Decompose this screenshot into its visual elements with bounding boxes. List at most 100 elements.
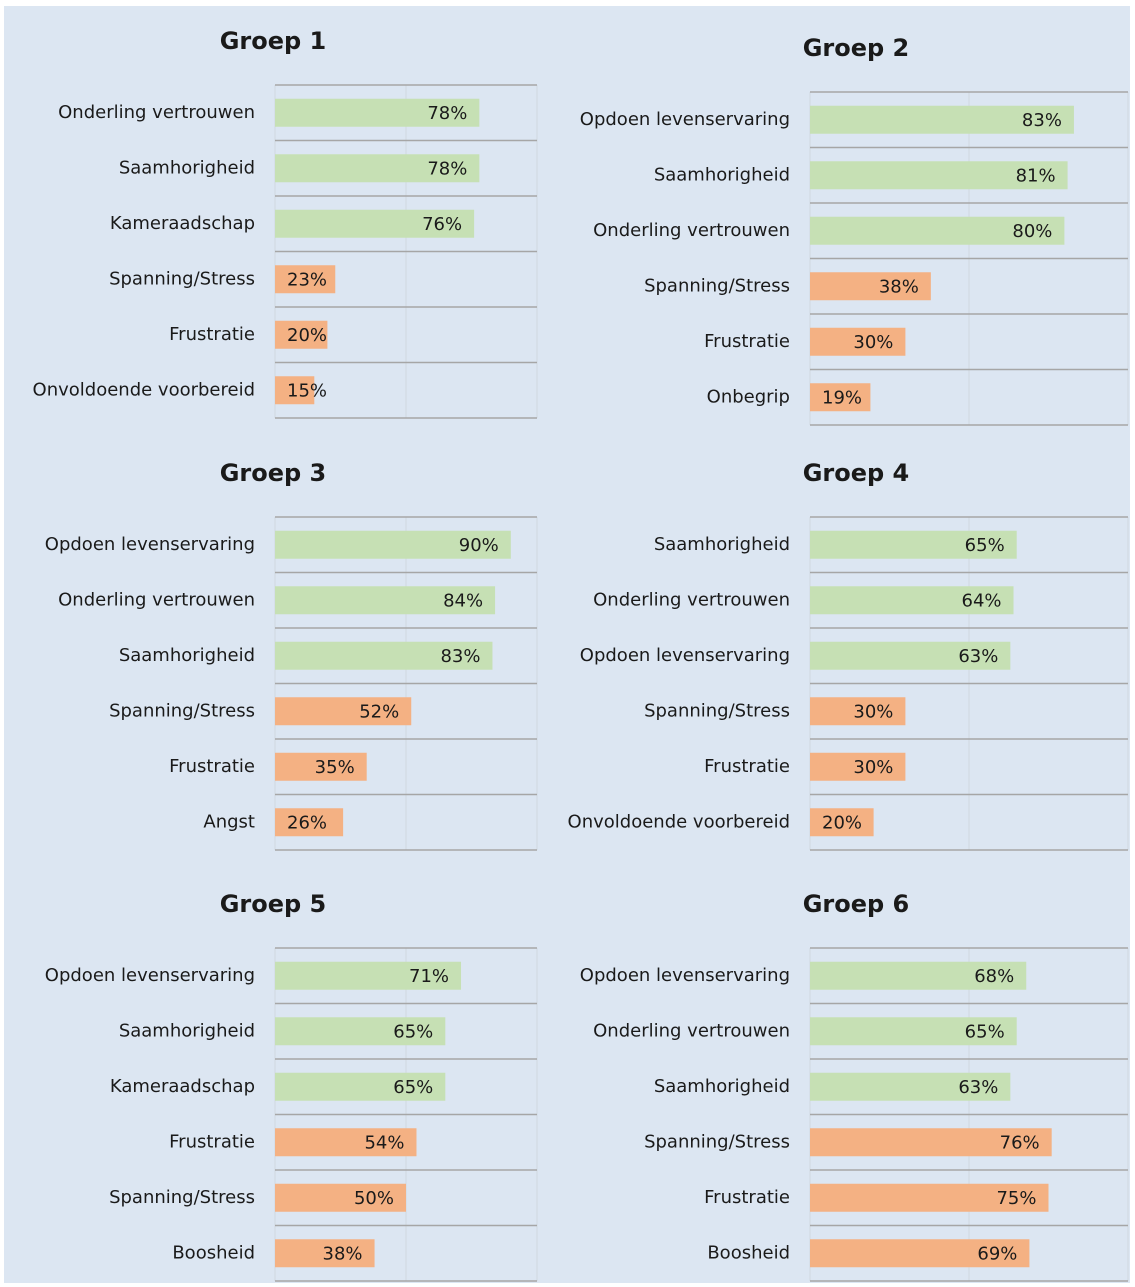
- bar: [275, 586, 496, 615]
- value-label: 20%: [822, 812, 862, 833]
- category-label: Frustratie: [704, 756, 790, 777]
- category-label: Boosheid: [172, 1242, 255, 1263]
- category-label: Spanning/Stress: [644, 700, 790, 721]
- category-label: Spanning/Stress: [109, 700, 255, 721]
- value-label: 54%: [364, 1132, 404, 1153]
- bar: [810, 641, 1011, 670]
- category-label: Angst: [203, 811, 255, 832]
- category-label: Saamhorigheid: [119, 645, 255, 666]
- chart-title: Groep 5: [220, 890, 327, 918]
- bar: [810, 105, 1074, 134]
- value-label: 78%: [427, 158, 467, 179]
- value-label: 76%: [422, 214, 462, 235]
- value-label: 26%: [287, 812, 327, 833]
- value-label: 90%: [459, 535, 499, 556]
- category-label: Kameraadschap: [110, 213, 255, 234]
- bar: [810, 327, 906, 356]
- category-label: Onderling vertrouwen: [58, 102, 255, 123]
- bar: [810, 1017, 1017, 1046]
- value-label: 38%: [879, 276, 919, 297]
- bar: [810, 216, 1065, 245]
- category-label: Onbegrip: [707, 386, 790, 407]
- bar: [275, 1183, 406, 1212]
- bar: [810, 808, 874, 837]
- category-label: Kameraadschap: [110, 1076, 255, 1097]
- category-label: Onvoldoende voorbereid: [33, 379, 255, 400]
- bar: [275, 265, 336, 294]
- bar: [275, 808, 344, 837]
- bar: [810, 586, 1014, 615]
- bar: [810, 272, 931, 301]
- bar: [810, 697, 906, 726]
- value-label: 78%: [427, 103, 467, 124]
- category-label: Frustratie: [704, 1187, 790, 1208]
- category-label: Frustratie: [169, 756, 255, 777]
- value-label: 15%: [287, 380, 327, 401]
- value-label: 35%: [315, 757, 355, 778]
- value-label: 75%: [996, 1188, 1036, 1209]
- value-label: 20%: [287, 325, 327, 346]
- category-label: Opdoen levenservaring: [580, 109, 790, 130]
- bar: [810, 161, 1068, 190]
- bar: [810, 1183, 1049, 1212]
- chart-title: Groep 2: [803, 34, 910, 62]
- category-label: Saamhorigheid: [654, 1076, 790, 1097]
- category-label: Onvoldoende voorbereid: [568, 811, 790, 832]
- bar: [275, 641, 493, 670]
- category-label: Spanning/Stress: [644, 275, 790, 296]
- bar: [810, 1128, 1052, 1157]
- category-label: Frustratie: [169, 324, 255, 345]
- category-label: Saamhorigheid: [119, 1020, 255, 1041]
- value-label: 30%: [853, 332, 893, 353]
- category-label: Frustratie: [169, 1131, 255, 1152]
- value-label: 65%: [393, 1021, 433, 1042]
- value-label: 19%: [822, 387, 862, 408]
- bar: [275, 752, 367, 781]
- value-label: 84%: [443, 590, 483, 611]
- value-label: 80%: [1012, 221, 1052, 242]
- value-label: 38%: [323, 1243, 363, 1264]
- category-label: Saamhorigheid: [654, 164, 790, 185]
- category-label: Opdoen levenservaring: [45, 965, 255, 986]
- bar: [275, 376, 315, 405]
- bar: [810, 752, 906, 781]
- value-label: 83%: [1022, 110, 1062, 131]
- value-label: 63%: [958, 646, 998, 667]
- bar: [275, 697, 412, 726]
- category-label: Saamhorigheid: [119, 157, 255, 178]
- chart-title: Groep 6: [803, 890, 910, 918]
- category-label: Onderling vertrouwen: [593, 589, 790, 610]
- bar: [275, 209, 475, 238]
- bar: [275, 1239, 375, 1268]
- value-label: 69%: [977, 1243, 1017, 1264]
- bar: [275, 320, 328, 349]
- bar: [275, 98, 480, 127]
- value-label: 76%: [1000, 1132, 1040, 1153]
- category-label: Opdoen levenservaring: [580, 645, 790, 666]
- bar: [275, 1072, 446, 1101]
- bar: [810, 961, 1027, 990]
- value-label: 30%: [853, 701, 893, 722]
- category-label: Saamhorigheid: [654, 534, 790, 555]
- chart-title: Groep 3: [220, 459, 327, 487]
- bar: [810, 1072, 1011, 1101]
- bar: [275, 1128, 417, 1157]
- category-label: Spanning/Stress: [644, 1131, 790, 1152]
- category-label: Spanning/Stress: [109, 268, 255, 289]
- value-label: 23%: [287, 269, 327, 290]
- value-label: 65%: [965, 1021, 1005, 1042]
- value-label: 65%: [965, 535, 1005, 556]
- value-label: 63%: [958, 1077, 998, 1098]
- value-label: 50%: [354, 1188, 394, 1209]
- value-label: 71%: [409, 966, 449, 987]
- category-label: Spanning/Stress: [109, 1187, 255, 1208]
- category-label: Onderling vertrouwen: [593, 220, 790, 241]
- value-label: 64%: [962, 590, 1002, 611]
- category-label: Opdoen levenservaring: [580, 965, 790, 986]
- value-label: 81%: [1016, 165, 1056, 186]
- category-label: Onderling vertrouwen: [593, 1020, 790, 1041]
- value-label: 68%: [974, 966, 1014, 987]
- category-label: Onderling vertrouwen: [58, 589, 255, 610]
